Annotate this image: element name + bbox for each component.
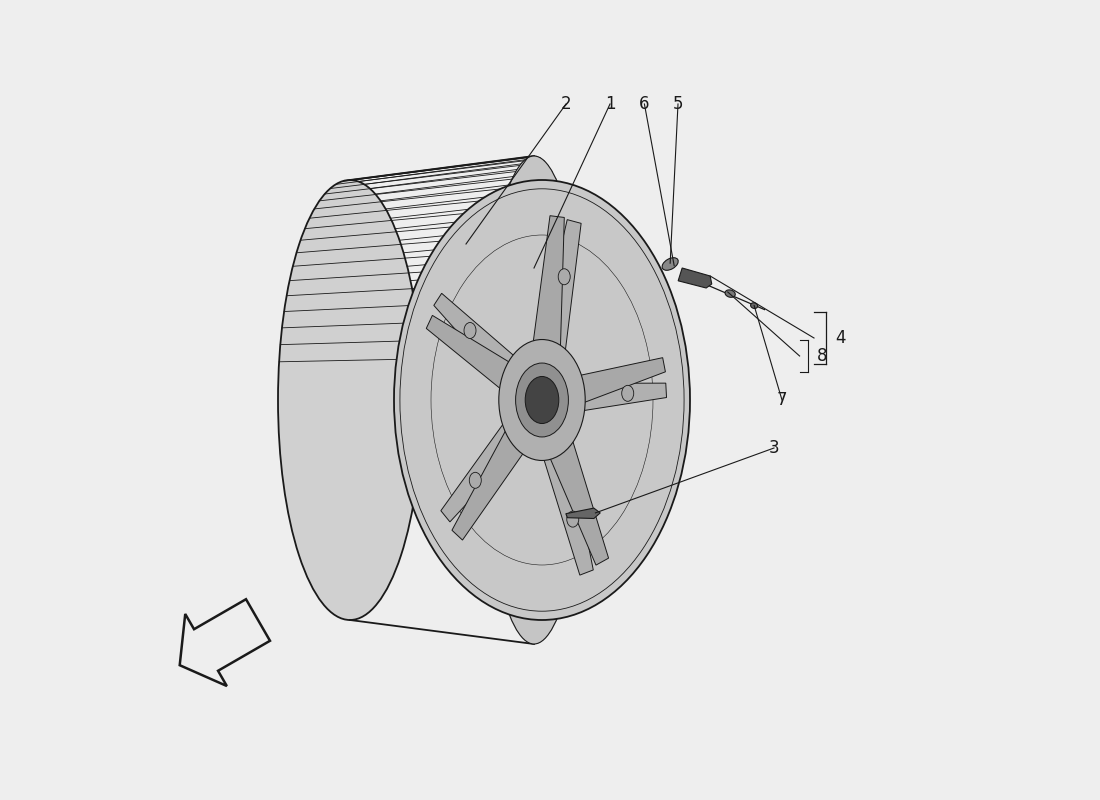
Ellipse shape [470, 472, 482, 488]
Polygon shape [536, 220, 581, 362]
Text: 3: 3 [769, 439, 779, 457]
Ellipse shape [507, 191, 593, 609]
Text: 1: 1 [605, 95, 615, 113]
Polygon shape [433, 294, 524, 388]
Polygon shape [179, 599, 270, 686]
Polygon shape [540, 436, 593, 575]
Ellipse shape [529, 216, 603, 584]
Polygon shape [452, 422, 531, 540]
Ellipse shape [621, 386, 634, 402]
Ellipse shape [558, 269, 570, 285]
Text: 7: 7 [777, 391, 788, 409]
Ellipse shape [566, 511, 579, 527]
Ellipse shape [662, 258, 679, 270]
Polygon shape [278, 156, 588, 400]
Polygon shape [570, 358, 666, 406]
Ellipse shape [725, 290, 735, 298]
Polygon shape [441, 416, 527, 522]
Ellipse shape [525, 377, 559, 423]
Text: 8: 8 [817, 347, 827, 365]
Ellipse shape [394, 180, 690, 620]
Ellipse shape [516, 363, 569, 437]
Ellipse shape [464, 322, 476, 338]
Polygon shape [572, 383, 667, 412]
Text: 2: 2 [561, 95, 571, 113]
Polygon shape [278, 400, 588, 644]
Polygon shape [427, 315, 520, 394]
Ellipse shape [278, 180, 422, 620]
Ellipse shape [482, 156, 586, 644]
Text: 6: 6 [639, 95, 650, 113]
Ellipse shape [750, 302, 758, 309]
Polygon shape [565, 508, 601, 518]
Text: 4: 4 [836, 329, 846, 347]
Polygon shape [531, 216, 564, 358]
Ellipse shape [498, 339, 585, 461]
Text: 5: 5 [673, 95, 683, 113]
Polygon shape [679, 268, 712, 288]
Polygon shape [544, 431, 608, 565]
